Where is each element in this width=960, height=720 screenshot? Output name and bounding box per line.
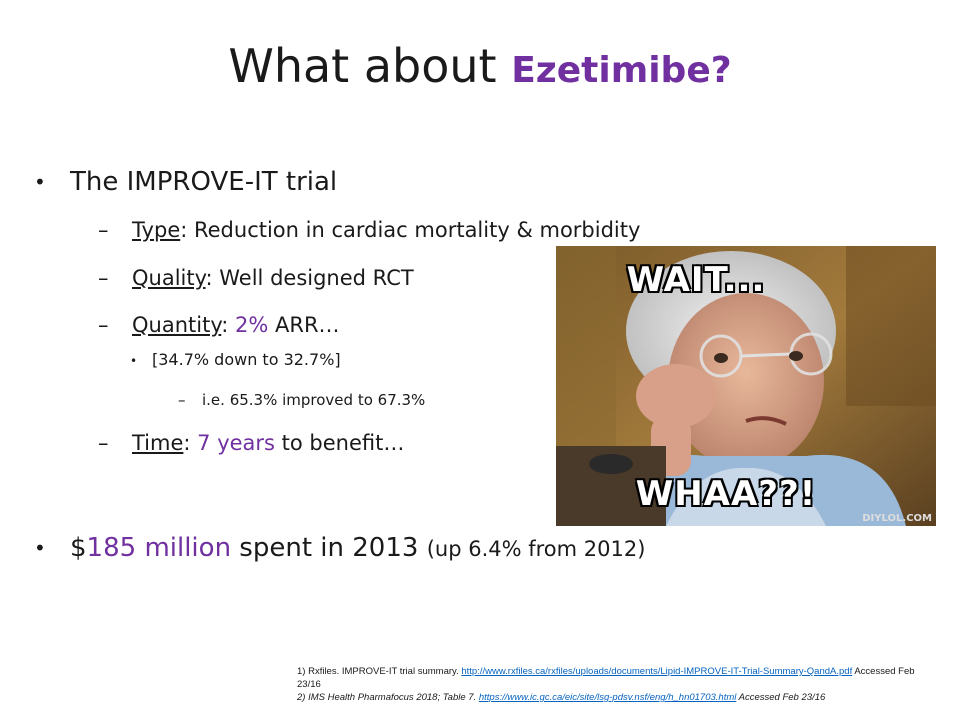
time-label: Time — [132, 431, 184, 455]
dash-icon: – — [98, 218, 109, 242]
bullet-spend-text: $185 million spent in 2013 (up 6.4% from… — [70, 532, 645, 565]
reference-1: 1) Rxfiles. IMPROVE-IT trial summary. ht… — [297, 665, 937, 691]
ref1-link[interactable]: http://www.rxfiles.ca/rxfiles/uploads/do… — [461, 666, 853, 677]
meme-image: WAIT... WHAA??! DIYLOL.COM — [556, 246, 936, 526]
bullet-dot-icon: • — [34, 170, 46, 194]
spend-value: 185 million — [86, 533, 232, 563]
dash-icon: – — [98, 266, 109, 290]
quantity-sep: : — [221, 313, 235, 337]
quality-label: Quality — [132, 266, 206, 290]
dash-icon: – — [178, 391, 186, 409]
spend-note: (up 6.4% from 2012) — [426, 537, 646, 561]
dash-icon: – — [98, 313, 109, 337]
bullet-trial: • The IMPROVE-IT trial — [34, 166, 434, 198]
time-sep: : — [183, 431, 198, 455]
dash-icon: – — [98, 431, 109, 455]
sub-bullet-quality: – Quality: Well designed RCT — [98, 264, 414, 292]
bullet-trial-text: The IMPROVE-IT trial — [70, 167, 338, 197]
quality-text: : Well designed RCT — [205, 266, 414, 290]
ref2-link[interactable]: https://www.ic.gc.ca/eic/site/lsg-pdsv.n… — [478, 692, 737, 703]
title-accent: Ezetimibe? — [511, 50, 732, 91]
type-label: Type — [132, 218, 181, 242]
ref2-accessed: Accessed Feb 23/16 — [736, 692, 826, 703]
sub-bullet-quantity: – Quantity: 2% ARR… — [98, 311, 340, 339]
type-text: : Reduction in cardiac mortality & morbi… — [180, 218, 641, 242]
ref1-accessed: Accessed Feb 23/16 — [297, 666, 915, 690]
bullet-spend: • $185 million spent in 2013 (up 6.4% fr… — [34, 532, 794, 564]
spend-dollar: $ — [70, 533, 87, 563]
quantity-value: 2% — [235, 313, 269, 337]
sub-bullet-type: – Type: Reduction in cardiac mortality & … — [98, 216, 640, 244]
quantity-text: ARR… — [268, 313, 340, 337]
bullet-dot-icon: • — [130, 354, 138, 368]
meme-top-text: WAIT... — [626, 260, 766, 300]
range-text: [34.7% down to 32.7%] — [152, 350, 341, 369]
bullet-dot-icon: • — [34, 536, 46, 560]
title-main: What about — [228, 39, 512, 93]
references: 1) Rxfiles. IMPROVE-IT trial summary. ht… — [297, 665, 937, 704]
sub-sub-bullet-range: • [34.7% down to 32.7%] — [130, 349, 341, 372]
meme-watermark: DIYLOL.COM — [862, 513, 932, 524]
ie-text: i.e. 65.3% improved to 67.3% — [202, 391, 426, 409]
sub-sub-sub-bullet-ie: – i.e. 65.3% improved to 67.3% — [178, 389, 425, 411]
time-value: 7 years — [197, 431, 275, 455]
slide-title: What about Ezetimibe? — [0, 38, 960, 99]
grandma-photo — [556, 246, 936, 526]
spend-text: spent in 2013 — [231, 533, 427, 563]
meme-bottom-text: WHAA??! — [635, 474, 817, 514]
quantity-label: Quantity — [132, 313, 222, 337]
ref2-text: 2) IMS Health Pharmafocus 2018; Table 7. — [297, 692, 479, 703]
reference-2: 2) IMS Health Pharmafocus 2018; Table 7.… — [297, 691, 937, 704]
time-text: to benefit… — [275, 431, 405, 455]
ref1-text: 1) Rxfiles. IMPROVE-IT trial summary. — [297, 666, 462, 677]
sub-bullet-time: – Time: 7 years to benefit… — [98, 429, 404, 457]
